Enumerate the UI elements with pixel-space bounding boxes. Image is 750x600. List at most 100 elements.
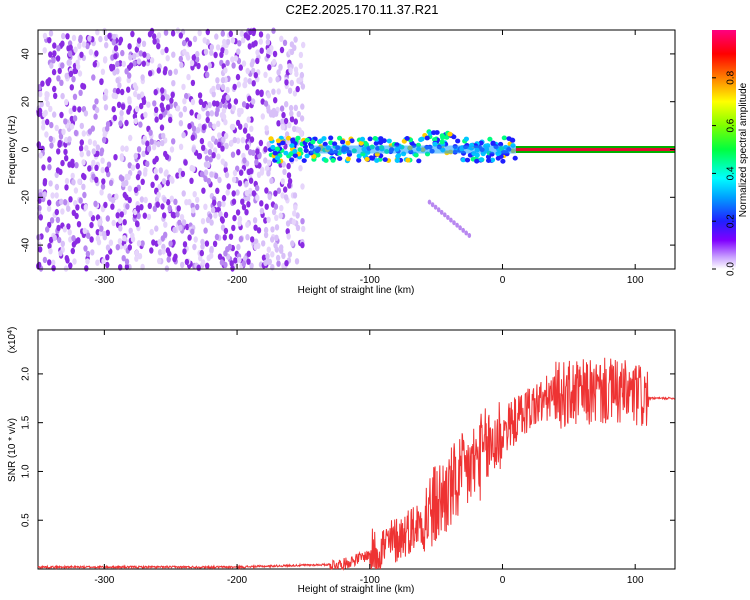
noise-cell (124, 119, 129, 127)
noise-cell (47, 242, 52, 250)
noise-cell (55, 216, 61, 224)
noise-cell (38, 152, 43, 159)
noise-cell (279, 244, 284, 251)
noise-cell (133, 186, 139, 194)
noise-cell (64, 255, 70, 262)
noise-cell (433, 204, 438, 210)
noise-cell (270, 236, 275, 243)
noise-cell (284, 260, 289, 267)
noise-cell (169, 146, 175, 153)
noise-cell (248, 177, 254, 184)
noise-cell (265, 253, 270, 260)
noise-cell (178, 32, 183, 39)
noise-cell (189, 59, 195, 67)
noise-cell (214, 33, 219, 40)
noise-cell (140, 240, 145, 247)
noise-cell (231, 224, 236, 232)
noise-cell (299, 130, 304, 137)
noise-cell (216, 153, 221, 160)
noise-cell (156, 32, 162, 39)
noise-cell (266, 246, 271, 253)
noise-cell (446, 215, 450, 220)
noise-cell (236, 149, 241, 156)
noise-cell (181, 39, 187, 47)
noise-cell (209, 110, 214, 117)
noise-cell (91, 148, 97, 155)
noise-cell (443, 212, 447, 218)
noise-cell (190, 98, 196, 106)
noise-cell (78, 89, 83, 97)
noise-cell (160, 235, 165, 242)
noise-cell (215, 100, 220, 108)
noise-cell (258, 38, 263, 45)
noise-cell (209, 246, 214, 253)
noise-cell (190, 228, 195, 235)
noise-cell (238, 123, 243, 130)
noise-cell (259, 200, 264, 207)
noise-cell (193, 236, 198, 243)
signal-cell (432, 137, 438, 143)
noise-cell (223, 261, 228, 269)
noise-cell (280, 123, 285, 131)
noise-cell (248, 187, 253, 195)
noise-cell (196, 113, 202, 120)
noise-cell (156, 140, 161, 148)
noise-cell (145, 160, 150, 168)
noise-cell (66, 223, 71, 230)
noise-cell (126, 173, 131, 181)
noise-cell (157, 249, 163, 256)
noise-cell (187, 40, 193, 47)
noise-cell (245, 34, 251, 41)
noise-cell (247, 43, 252, 50)
noise-cell (184, 92, 189, 100)
noise-cell (67, 136, 72, 143)
noise-cell (48, 180, 53, 187)
noise-cell (171, 138, 176, 145)
noise-cell (283, 186, 288, 193)
noise-cell (263, 217, 268, 224)
noise-cell (86, 232, 91, 239)
colorbar-tick-label: 0.6 (726, 118, 737, 132)
colorbar-label: Normalized spectral amplitude (738, 82, 749, 217)
noise-cell (48, 51, 53, 58)
noise-cell (225, 59, 230, 67)
noise-cell (87, 138, 93, 145)
noise-cell (223, 227, 229, 235)
noise-cell (192, 35, 198, 43)
noise-cell (206, 177, 212, 185)
noise-cell (251, 27, 257, 34)
noise-cell (54, 208, 59, 216)
noise-cell (61, 128, 66, 135)
noise-cell (49, 121, 54, 129)
noise-cell (199, 249, 204, 257)
noise-cell (248, 149, 253, 156)
noise-cell (134, 220, 140, 227)
noise-cell (271, 208, 277, 216)
noise-cell (115, 244, 121, 251)
noise-cell (75, 204, 80, 211)
noise-cell (199, 137, 205, 145)
noise-cell (71, 76, 76, 83)
noise-cell (149, 138, 154, 145)
noise-cell (92, 140, 98, 147)
noise-cell (199, 170, 205, 178)
noise-cell (204, 155, 210, 162)
noise-cell (120, 145, 125, 152)
noise-cell (205, 116, 210, 124)
noise-cell (133, 90, 138, 98)
noise-cell (209, 171, 214, 178)
noise-cell (87, 35, 92, 42)
noise-cell (181, 131, 186, 139)
noise-cell (87, 165, 92, 172)
colorbar: 0.0 0.2 0.4 0.6 0.8 Normalized spectral ampl… (712, 30, 749, 276)
noise-cell (161, 178, 167, 185)
noise-cell (74, 162, 79, 169)
noise-cell (222, 38, 227, 46)
noise-cell (147, 202, 152, 210)
signal-cell (364, 156, 370, 162)
noise-cell (146, 101, 151, 108)
noise-cell (192, 243, 197, 251)
noise-cell (135, 205, 140, 212)
noise-cell (284, 79, 289, 86)
noise-cell (68, 70, 74, 78)
